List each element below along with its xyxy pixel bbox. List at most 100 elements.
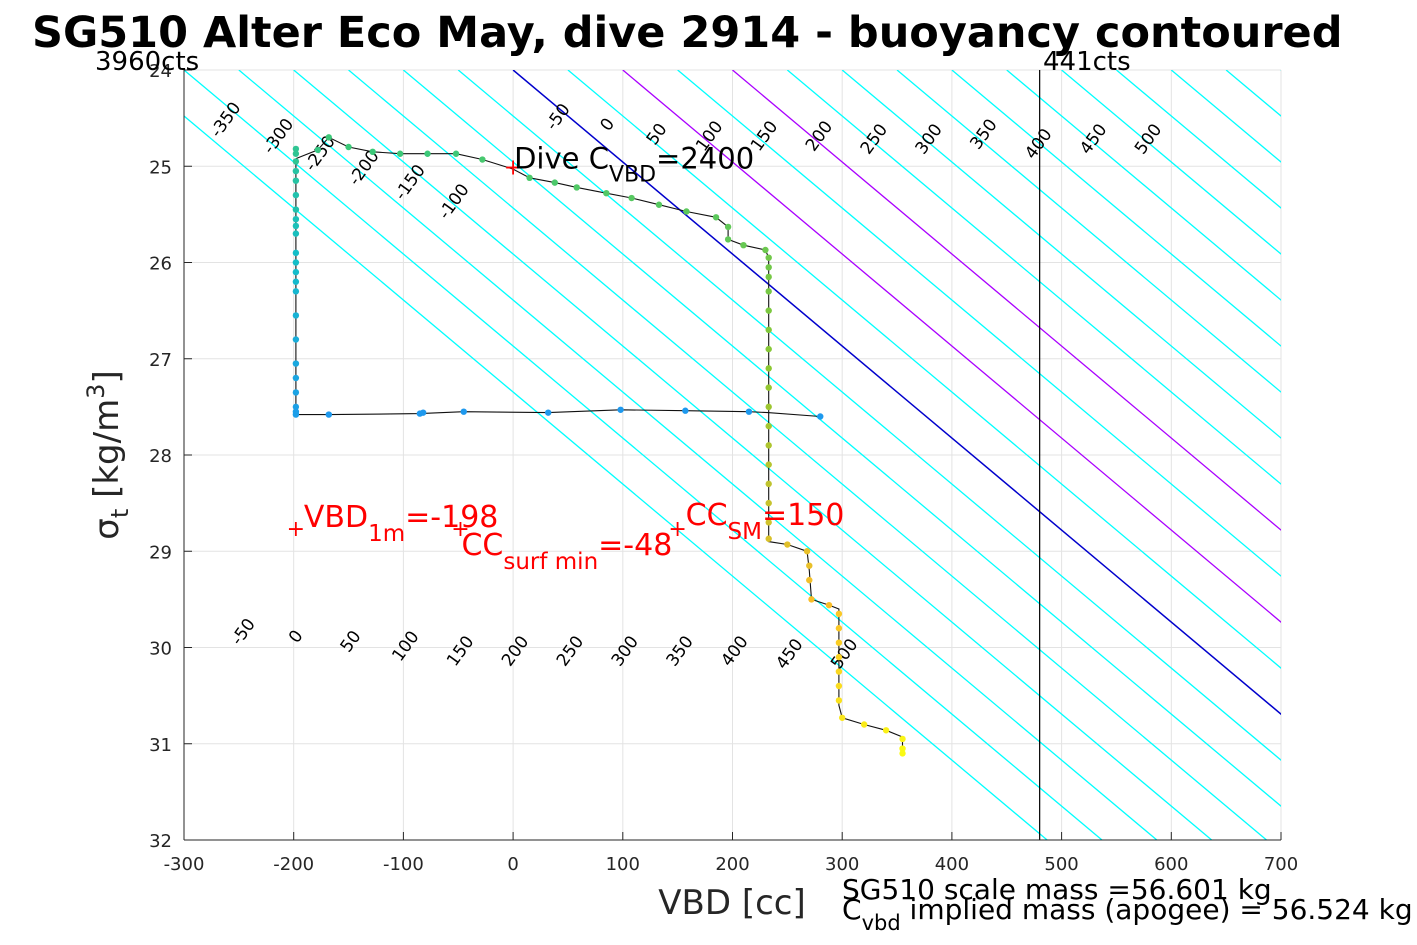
data-point (479, 156, 486, 163)
data-point (899, 735, 906, 743)
dive-cvbd-prefix: Dive C (514, 141, 609, 175)
data-point (682, 407, 689, 414)
data-point (765, 254, 772, 261)
cc-surf-min-label: CCsurf min=-48 (461, 528, 672, 575)
data-point (396, 150, 404, 157)
data-point (292, 167, 300, 175)
cc-sm-label: CCSM=150 (686, 498, 845, 545)
tick-labels: -300 -200 -100 0 100 200 300 400 500 600 700 24 25 26… (149, 61, 1298, 875)
contour-line (512, 70, 1281, 716)
cc-surf-min-prefix: CC (461, 528, 503, 563)
data-point (765, 480, 772, 488)
dive-cvbd-sub: VBD (609, 162, 656, 187)
y-label-sup: 3 (82, 384, 110, 399)
cc-surf-min-value: =-48 (598, 528, 672, 563)
contour-line (732, 70, 1281, 531)
contour-line (1006, 70, 1281, 301)
contour-line (184, 70, 1103, 840)
x-tick-label: -200 (273, 854, 314, 875)
data-point (325, 134, 333, 141)
data-point (617, 406, 624, 413)
x-tick-label: 500 (1044, 854, 1078, 875)
y-axis-label: σt [kg/m3] (82, 370, 134, 539)
x-tick-label: -100 (383, 854, 424, 875)
data-point (765, 519, 772, 526)
cc-sm-value: =150 (762, 498, 844, 533)
data-point (712, 214, 720, 221)
data-point (765, 288, 772, 295)
data-point (628, 194, 635, 202)
contour-line (677, 70, 1281, 577)
data-point (292, 411, 300, 418)
buoyancy-contours (184, 70, 1417, 840)
cc-surf-min-marker: + (451, 517, 469, 542)
contour-line (896, 70, 1281, 393)
x-tick-label: -300 (164, 854, 205, 875)
data-point (765, 499, 772, 507)
data-point (292, 191, 300, 199)
y-label-close: ] (87, 370, 127, 383)
data-point (765, 326, 772, 334)
y-label-unit: [kg/m (87, 399, 127, 509)
data-point (803, 548, 811, 555)
data-point (545, 409, 552, 416)
x-tick-label: 300 (825, 854, 859, 875)
contour-line (841, 70, 1281, 439)
y-tick-label: 25 (149, 157, 172, 178)
data-point (765, 442, 772, 449)
contour-line (567, 70, 1281, 669)
data-point (314, 146, 322, 154)
data-point (806, 576, 813, 584)
dive-cvbd-marker: + (504, 155, 522, 180)
data-point (835, 625, 843, 632)
data-point (369, 148, 376, 156)
data-point (765, 535, 772, 542)
data-point (835, 697, 843, 704)
data-point (835, 653, 843, 661)
y-tick-label: 27 (149, 350, 172, 371)
footer-scale-mass: SG510 scale mass =56.601 kg (842, 873, 1272, 906)
data-point (292, 177, 300, 184)
data-point (835, 610, 843, 618)
data-point (765, 403, 772, 411)
data-point (424, 150, 431, 157)
data-point (765, 264, 772, 271)
dive-cvbd-value: =2400 (656, 141, 754, 175)
corner-label-right: 441cts (1043, 47, 1131, 77)
chart-title: SG510 Alter Eco May, dive 2914 - buoyanc… (32, 8, 1343, 58)
data-point (292, 150, 300, 157)
x-tick-label: 700 (1264, 854, 1298, 875)
data-point (292, 312, 300, 319)
data-point (724, 236, 732, 243)
data-point (765, 345, 772, 353)
footer-c-sub: vbd (862, 911, 901, 935)
contour-line (786, 70, 1281, 485)
data-point (765, 273, 772, 281)
x-tick-label: 600 (1154, 854, 1188, 875)
data-point (292, 259, 300, 266)
axes (183, 69, 1282, 841)
contour-line (402, 70, 1281, 807)
trajectory-line (295, 158, 821, 418)
data-point (882, 727, 890, 734)
data-point (292, 158, 300, 165)
contour-line (1391, 70, 1417, 840)
y-label-sub: t (106, 509, 134, 518)
data-point (452, 150, 460, 157)
data-point (573, 184, 580, 191)
footer-c: C (842, 893, 862, 926)
data-point (806, 562, 813, 569)
contour-line (293, 70, 1213, 840)
data-point (292, 336, 300, 343)
contour-line (457, 70, 1281, 761)
data-point (292, 360, 300, 367)
data-point (655, 201, 663, 208)
data-point (460, 408, 467, 415)
y-tick-label: 24 (149, 61, 172, 82)
data-point (808, 596, 815, 603)
data-point (765, 307, 772, 314)
footer-implied-mass: Cvbd implied mass (apogee) = 56.524 kg (842, 893, 1413, 935)
data-point (765, 384, 772, 391)
contour-line (348, 70, 1267, 840)
